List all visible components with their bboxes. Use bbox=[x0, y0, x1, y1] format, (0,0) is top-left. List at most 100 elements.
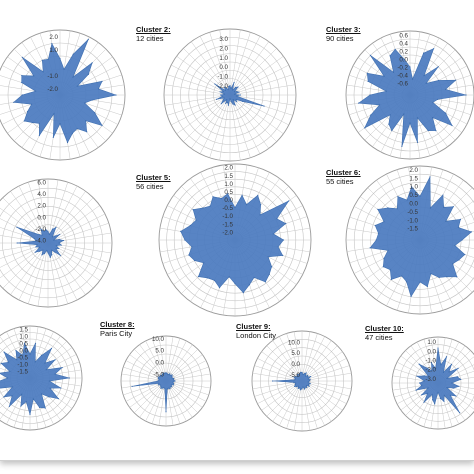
r-tick-label: -1.0 bbox=[47, 73, 58, 80]
r-tick-label: -1.0 bbox=[222, 213, 233, 220]
data-point bbox=[403, 58, 405, 61]
data-point bbox=[76, 127, 78, 130]
grid-spoke bbox=[219, 94, 231, 161]
data-point bbox=[423, 401, 425, 403]
data-point bbox=[458, 259, 460, 261]
grid-spoke bbox=[229, 94, 284, 134]
data-point bbox=[50, 347, 53, 350]
data-point bbox=[233, 91, 236, 93]
data-point bbox=[209, 205, 211, 207]
data-point bbox=[397, 195, 399, 198]
data-point bbox=[227, 193, 229, 195]
grid-spoke bbox=[164, 94, 231, 106]
data-point bbox=[443, 206, 445, 208]
data-point bbox=[260, 204, 262, 206]
radar-chart-9: 10.0 5.0 0.0 -5.0 bbox=[251, 330, 353, 432]
r-tick-label: 0.0 bbox=[155, 360, 164, 367]
data-point bbox=[71, 132, 74, 134]
data-point bbox=[459, 218, 462, 220]
data-point bbox=[394, 48, 396, 50]
cluster-subtitle: London City bbox=[236, 331, 277, 340]
data-point bbox=[232, 103, 234, 105]
data-point bbox=[294, 382, 297, 384]
data-point bbox=[34, 251, 36, 253]
radar-chart-6: 2.01.5 1.00.5 0.0-0.5-1.0 -1.5 bbox=[345, 165, 474, 315]
data-point bbox=[406, 199, 408, 201]
radar-chart-1: 2.0 1.0 -1.0 -2.0 bbox=[0, 29, 126, 161]
data-point bbox=[387, 207, 389, 209]
data-point bbox=[457, 367, 459, 369]
grid-spoke bbox=[37, 242, 49, 307]
data-point bbox=[272, 380, 274, 382]
data-point bbox=[257, 194, 259, 196]
data-point bbox=[23, 342, 26, 344]
r-tick-label: 2.0 bbox=[219, 45, 228, 52]
data-point bbox=[161, 387, 163, 389]
data-point bbox=[303, 373, 305, 375]
data-point bbox=[234, 283, 236, 285]
r-tick-label: 0.4 bbox=[399, 41, 408, 48]
data-point bbox=[62, 239, 65, 242]
data-point bbox=[164, 372, 166, 374]
data-point bbox=[427, 375, 429, 377]
data-point bbox=[32, 398, 34, 400]
r-tick-label: 2.0 bbox=[409, 167, 418, 174]
data-point bbox=[231, 89, 234, 91]
data-point bbox=[41, 59, 43, 61]
r-tick-label: 3.0 bbox=[219, 36, 228, 43]
cluster-label-10: Cluster 10: 47 cities bbox=[365, 324, 404, 342]
data-point bbox=[367, 80, 369, 82]
data-point bbox=[302, 386, 304, 388]
data-point bbox=[389, 55, 391, 57]
r-tick-label: 1.0 bbox=[49, 47, 58, 54]
data-point bbox=[46, 249, 48, 252]
data-point bbox=[49, 387, 51, 389]
data-point bbox=[452, 206, 454, 208]
data-point bbox=[433, 48, 435, 50]
data-point bbox=[461, 239, 463, 241]
data-point bbox=[169, 386, 171, 388]
grid-spoke bbox=[139, 344, 167, 382]
grid-spoke bbox=[229, 94, 269, 149]
data-point bbox=[229, 84, 231, 87]
data-point bbox=[429, 176, 431, 178]
data-point bbox=[442, 371, 445, 373]
data-point bbox=[191, 246, 193, 248]
data-point bbox=[222, 99, 224, 101]
r-tick-label: -5.0 bbox=[289, 372, 300, 379]
data-point bbox=[446, 377, 448, 380]
data-point bbox=[377, 208, 379, 210]
grid-spoke bbox=[229, 84, 296, 96]
r-tick-label: -0.5 bbox=[17, 354, 28, 361]
r-tick-label: -2.0 bbox=[425, 367, 436, 374]
cluster-subtitle: 56 cities bbox=[136, 182, 164, 191]
data-point bbox=[192, 208, 194, 211]
data-point bbox=[364, 127, 366, 129]
data-point bbox=[55, 245, 57, 247]
data-point bbox=[38, 122, 40, 124]
grid-spoke bbox=[229, 36, 261, 96]
data-point bbox=[242, 292, 244, 294]
data-point bbox=[234, 104, 236, 106]
data-point bbox=[301, 371, 303, 373]
data-point bbox=[224, 89, 226, 91]
data-point bbox=[245, 204, 248, 206]
data-point bbox=[248, 284, 251, 286]
data-point bbox=[242, 100, 244, 103]
data-point bbox=[33, 75, 35, 77]
grid-spoke bbox=[47, 213, 106, 244]
data-point bbox=[48, 396, 50, 398]
data-point bbox=[405, 280, 408, 283]
data-point bbox=[157, 380, 159, 382]
grid-spoke bbox=[219, 29, 231, 96]
data-point bbox=[172, 381, 174, 383]
r-tick-label: -4.0 bbox=[35, 238, 46, 245]
data-point bbox=[41, 234, 43, 236]
data-point bbox=[166, 372, 168, 375]
grid-spoke bbox=[266, 345, 303, 382]
cluster-subtitle: Paris City bbox=[100, 329, 133, 338]
data-point bbox=[219, 91, 221, 93]
data-point bbox=[421, 394, 423, 396]
data-point bbox=[457, 226, 459, 229]
